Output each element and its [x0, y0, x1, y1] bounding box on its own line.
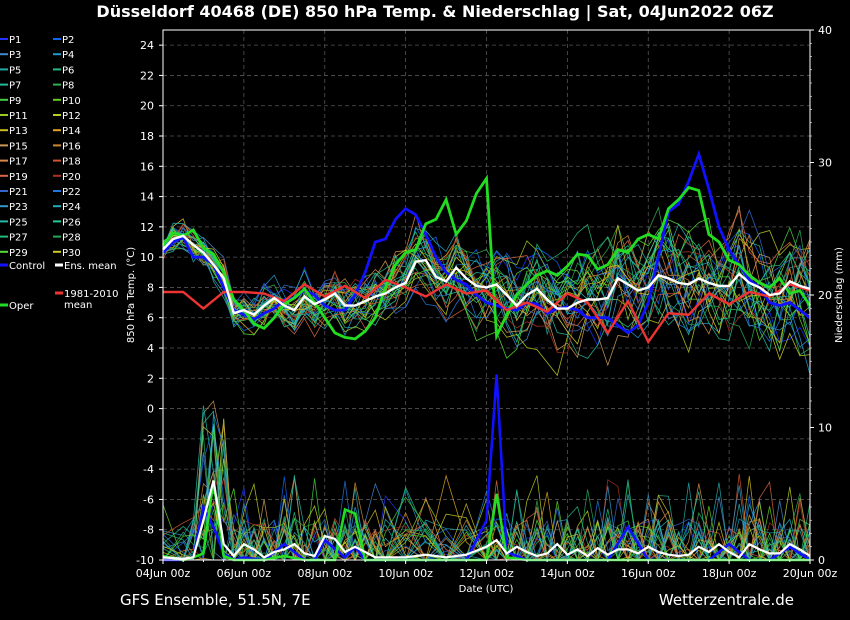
legend-entry: P11: [9, 111, 28, 122]
climate-mean-line: [163, 278, 811, 345]
legend-entry: P17: [9, 157, 28, 168]
legend-entry: P12: [62, 111, 81, 122]
x-tick-label: 10Jun 00z: [378, 567, 433, 580]
x-axis: 04Jun 00z 06Jun 00z 08Jun 00z 10Jun 00z 12Ju…: [136, 560, 838, 580]
legend-oper: Oper: [9, 301, 34, 312]
legend-entry: P7: [9, 81, 21, 92]
legend-entry: P27: [9, 233, 28, 244]
oper-temp-line: [161, 174, 812, 342]
y-tick-label-left: 0: [147, 403, 154, 416]
y-tick-label-left: -10: [136, 554, 154, 567]
legend-entry: P18: [62, 157, 81, 168]
x-tick-label: 06Jun 00z: [217, 567, 272, 580]
legend-entry: P25: [9, 217, 28, 228]
control-temp-line: [161, 149, 811, 335]
legend-entry: P3: [9, 50, 21, 61]
y-axis-right-label: Niederschlag (mm): [834, 247, 845, 343]
x-tick-label: 20Jun 00z: [783, 567, 838, 580]
y-tick-label-left: 4: [147, 342, 154, 355]
legend-entry: P9: [9, 96, 21, 107]
legend-entry: P20: [62, 172, 81, 183]
y-axis-right: 0 10 20 30 40: [810, 24, 832, 567]
y-tick-label-left: -8: [143, 524, 154, 537]
y-tick-label-right: 10: [818, 422, 832, 435]
legend-entry: P26: [62, 217, 81, 228]
y-tick-label-right: 40: [818, 24, 832, 37]
member-temp-line: [162, 229, 811, 351]
legend-entry: P14: [62, 126, 81, 137]
legend-entry: P6: [62, 65, 74, 76]
member-temp-line: [162, 227, 811, 343]
x-axis-label: Date (UTC): [459, 584, 514, 595]
y-tick-label-left: 6: [147, 312, 154, 325]
y-tick-label-left: 8: [147, 281, 154, 294]
legend-climate-mean: mean: [64, 300, 92, 311]
legend: P1 P2 P3 P4 P5 P6 P7 P8 P9 P10 P11 P12 P13 P14 P15 P16 P…: [0, 35, 119, 312]
x-tick-label: 12Jun 00z: [459, 567, 514, 580]
member-temp-line: [162, 209, 811, 332]
legend-entry: P29: [9, 248, 28, 259]
x-tick-label: 18Jun 00z: [702, 567, 757, 580]
y-tick-label-left: -2: [143, 433, 154, 446]
y-tick-label-left: 20: [140, 100, 154, 113]
x-tick-label: 08Jun 00z: [298, 567, 353, 580]
ens-mean-precip-line: [162, 480, 811, 560]
legend-entry: P23: [9, 202, 28, 213]
legend-climate-mean: 1981-2010: [64, 289, 119, 300]
y-tick-label-right: 20: [818, 289, 832, 302]
y-tick-label-left: 18: [140, 130, 154, 143]
x-tick-label: 04Jun 00z: [136, 567, 191, 580]
y-tick-label-left: 24: [140, 39, 154, 52]
y-tick-label-left: 22: [140, 69, 154, 82]
legend-entry: P13: [9, 126, 28, 137]
legend-entry: P16: [62, 141, 81, 152]
legend-entry: P22: [62, 187, 81, 198]
legend-entry: P8: [62, 81, 74, 92]
y-tick-label-left: -4: [143, 463, 154, 476]
legend-entry: P30: [62, 248, 81, 259]
y-tick-label-left: 16: [140, 160, 154, 173]
legend-entry: P10: [62, 96, 81, 107]
footer-source: GFS Ensemble, 51.5N, 7E: [120, 591, 311, 609]
y-tick-label-left: 10: [140, 251, 154, 264]
x-tick-label: 16Jun 00z: [621, 567, 676, 580]
chart-title: Düsseldorf 40468 (DE) 850 hPa Temp. & Ni…: [96, 2, 773, 22]
x-tick-label: 14Jun 00z: [540, 567, 595, 580]
footer-site: Wetterzentrale.de: [659, 591, 794, 609]
y-tick-label-left: 2: [147, 372, 154, 385]
legend-control: Control: [9, 261, 45, 272]
y-tick-label-right: 0: [818, 554, 825, 567]
legend-entry: P15: [9, 141, 28, 152]
legend-ens-mean: Ens. mean: [64, 261, 117, 272]
legend-entry: P19: [9, 172, 28, 183]
legend-entry: P5: [9, 65, 21, 76]
y-tick-label-right: 30: [818, 157, 832, 170]
legend-entry: P24: [62, 202, 81, 213]
legend-entry: P1: [9, 35, 21, 46]
y-axis-left-label: 850 hPa Temp. (°C): [126, 247, 137, 343]
legend-entry: P21: [9, 187, 28, 198]
member-temp-line: [162, 234, 811, 361]
member-temp-line: [162, 206, 811, 356]
legend-entry: P4: [62, 50, 74, 61]
ens-mean-temp-line: [162, 234, 811, 317]
y-tick-label-left: 14: [140, 191, 154, 204]
member-temp-line: [162, 235, 811, 347]
legend-entry: P2: [62, 35, 74, 46]
y-tick-label-left: 12: [140, 221, 154, 234]
legend-entry: P28: [62, 233, 81, 244]
y-tick-label-left: -6: [143, 493, 154, 506]
